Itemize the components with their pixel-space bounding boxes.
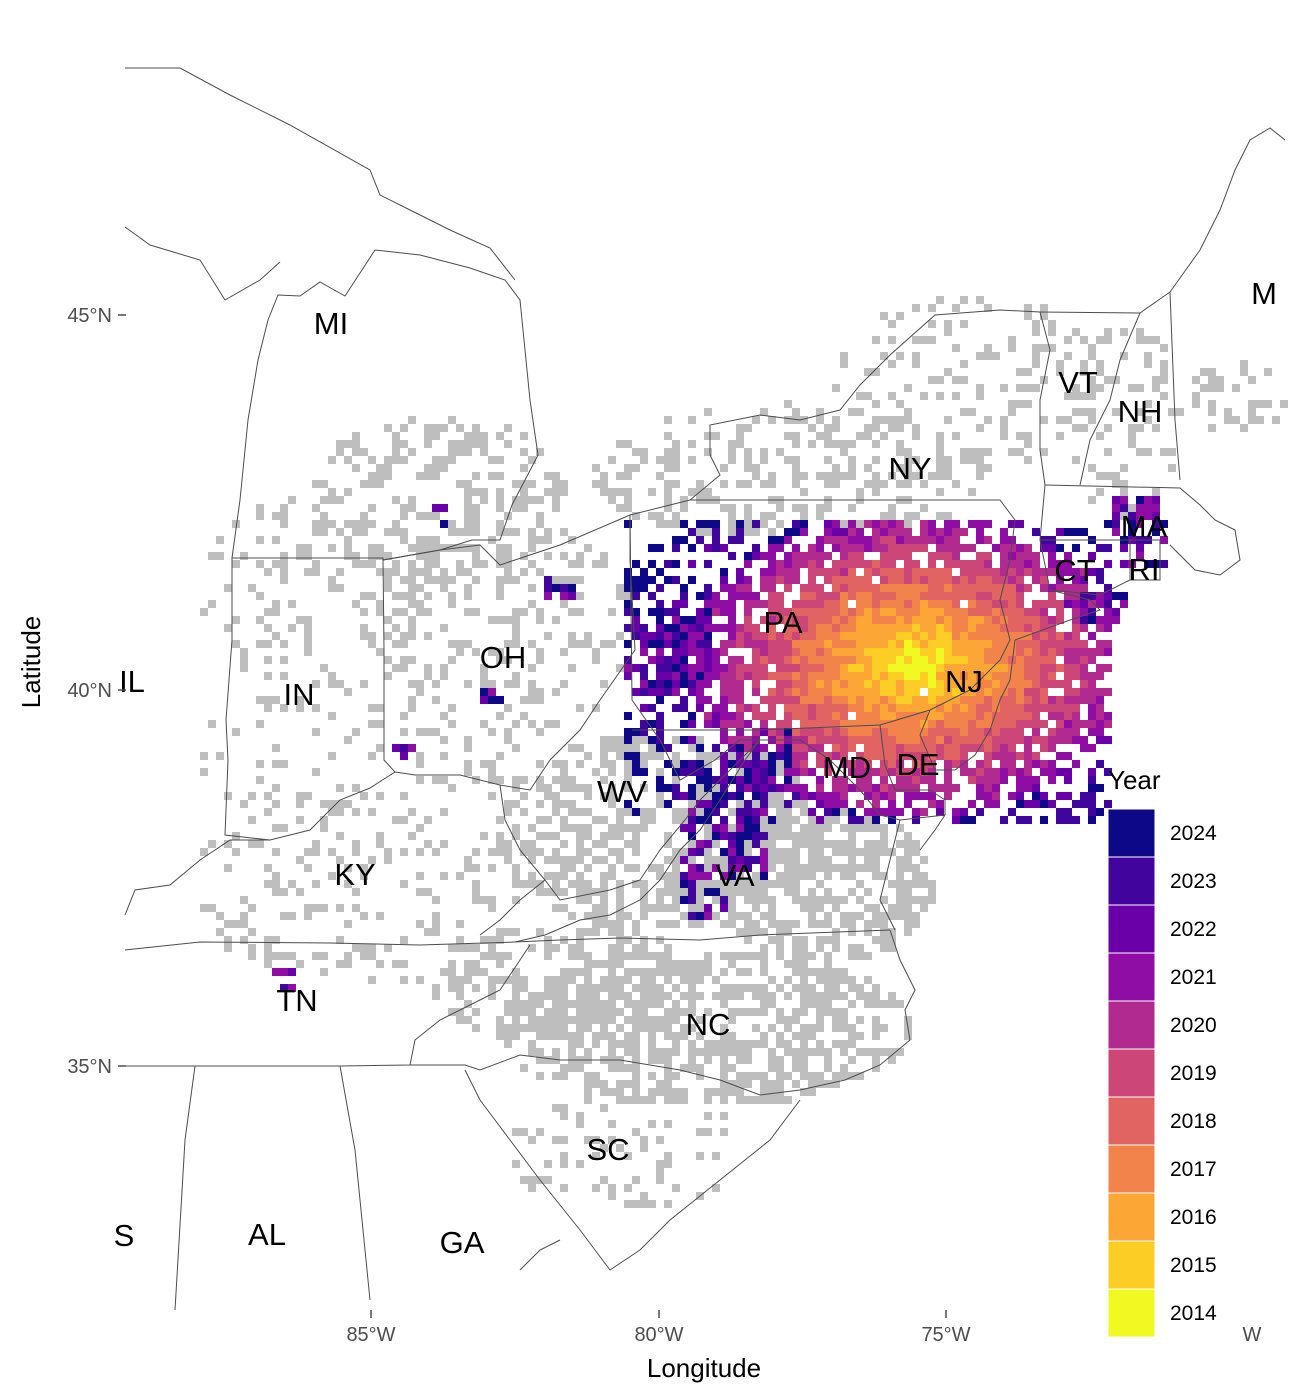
legend-label-2018: 2018: [1170, 1110, 1217, 1133]
maine-border: [1169, 127, 1286, 293]
north-carolina-border: [410, 929, 916, 1096]
legend-swatch-2015: [1107, 1240, 1156, 1290]
state-label-wv: WV: [597, 774, 647, 809]
state-label-mi: MI: [314, 306, 348, 341]
y-tick-35n: 35°N: [67, 1056, 112, 1078]
maryland-border: [760, 739, 947, 851]
state-label-partial-ms: S: [114, 1218, 135, 1253]
state-label-va: VA: [715, 858, 754, 893]
state-label-ct: CT: [1054, 553, 1095, 588]
legend-label-2024: 2024: [1170, 822, 1217, 845]
y-axis: 45°N 40°N 35°N Latitude: [16, 305, 126, 1078]
state-label-de: DE: [896, 747, 939, 782]
alabama-georgia-border: [174, 1065, 561, 1311]
legend-swatch-2023: [1107, 856, 1156, 906]
pennsylvania-border: [629, 499, 1016, 731]
legend-label-2023: 2023: [1170, 870, 1217, 893]
y-tick-45n: 45°N: [67, 305, 112, 327]
michigan-upper-border: [124, 67, 516, 301]
x-tick-partial: W: [1243, 1324, 1262, 1346]
new-york-border: [689, 309, 1101, 641]
state-borders: [124, 67, 1286, 1311]
state-label-tn: TN: [276, 983, 317, 1018]
state-label-ri: RI: [1129, 552, 1160, 587]
legend-label-2017: 2017: [1170, 1158, 1217, 1181]
x-tick-85w: 85°W: [346, 1324, 395, 1346]
state-labels: MI NY VT NH MA CT RI PA NJ OH IN DE MD W…: [114, 276, 1277, 1260]
state-label-partial-il: IL: [119, 664, 145, 699]
state-label-al: AL: [248, 1217, 286, 1252]
indiana-border: [224, 557, 396, 841]
state-label-ma: MA: [1121, 509, 1168, 544]
y-tick-40n: 40°N: [67, 680, 112, 702]
state-label-in: IN: [284, 677, 315, 712]
state-label-md: MD: [823, 750, 871, 785]
kentucky-tennessee-border: [124, 929, 891, 951]
x-axis-title: Longitude: [647, 1353, 761, 1383]
state-label-partial-me: M: [1251, 276, 1277, 311]
legend-label-2014: 2014: [1170, 1302, 1217, 1325]
state-label-nh: NH: [1118, 394, 1163, 429]
legend-swatch-2014: [1107, 1288, 1156, 1338]
legend-label-2022: 2022: [1170, 918, 1217, 941]
new-jersey-border: [919, 639, 1016, 771]
legend-label-2015: 2015: [1170, 1254, 1217, 1277]
detection-year-cells: [272, 496, 1168, 992]
state-label-sc: SC: [586, 1132, 629, 1167]
south-carolina-border: [464, 1069, 801, 1271]
tennessee-border: [125, 944, 531, 1067]
state-label-pa: PA: [763, 605, 802, 640]
legend-label-2016: 2016: [1170, 1206, 1217, 1229]
state-label-nj: NJ: [945, 664, 983, 699]
virginia-border: [514, 739, 901, 943]
x-tick-75w: 75°W: [921, 1324, 970, 1346]
state-label-ga: GA: [440, 1225, 485, 1260]
vermont-border: [1039, 311, 1141, 486]
x-tick-80w: 80°W: [634, 1324, 683, 1346]
legend-swatch-2020: [1107, 1000, 1156, 1050]
legend-swatch-2018: [1107, 1096, 1156, 1146]
legend-label-2020: 2020: [1170, 1014, 1217, 1037]
x-axis: 85°W 80°W 75°W W Longitude: [346, 1310, 1262, 1383]
legend-label-2021: 2021: [1170, 966, 1217, 989]
legend-swatch-2021: [1107, 952, 1156, 1002]
legend-swatch-2016: [1107, 1192, 1156, 1242]
massachusetts-border: [1044, 484, 1241, 576]
delaware-border: [879, 724, 946, 815]
state-label-oh: OH: [480, 640, 527, 675]
state-label-vt: VT: [1058, 365, 1098, 400]
state-label-nc: NC: [686, 1007, 731, 1042]
michigan-border: [231, 249, 539, 561]
ohio-border: [382, 514, 636, 791]
legend-swatch-2019: [1107, 1048, 1156, 1098]
rhode-island-border: [1130, 539, 1161, 581]
legend-title: Year: [1108, 765, 1161, 795]
legend-swatch-2022: [1107, 904, 1156, 954]
new-hampshire-border: [1139, 291, 1181, 481]
west-virginia-border: [544, 514, 762, 901]
state-label-ny: NY: [888, 451, 931, 486]
legend-swatch-2017: [1107, 1144, 1156, 1194]
legend-label-2019: 2019: [1170, 1062, 1217, 1085]
legend-swatch-2024: [1107, 808, 1156, 858]
y-axis-title: Latitude: [16, 616, 46, 709]
year-legend: Year 2024 2023 2022 2021 2020 2019 2018 2017 201…: [1107, 765, 1217, 1338]
state-label-ky: KY: [334, 857, 375, 892]
